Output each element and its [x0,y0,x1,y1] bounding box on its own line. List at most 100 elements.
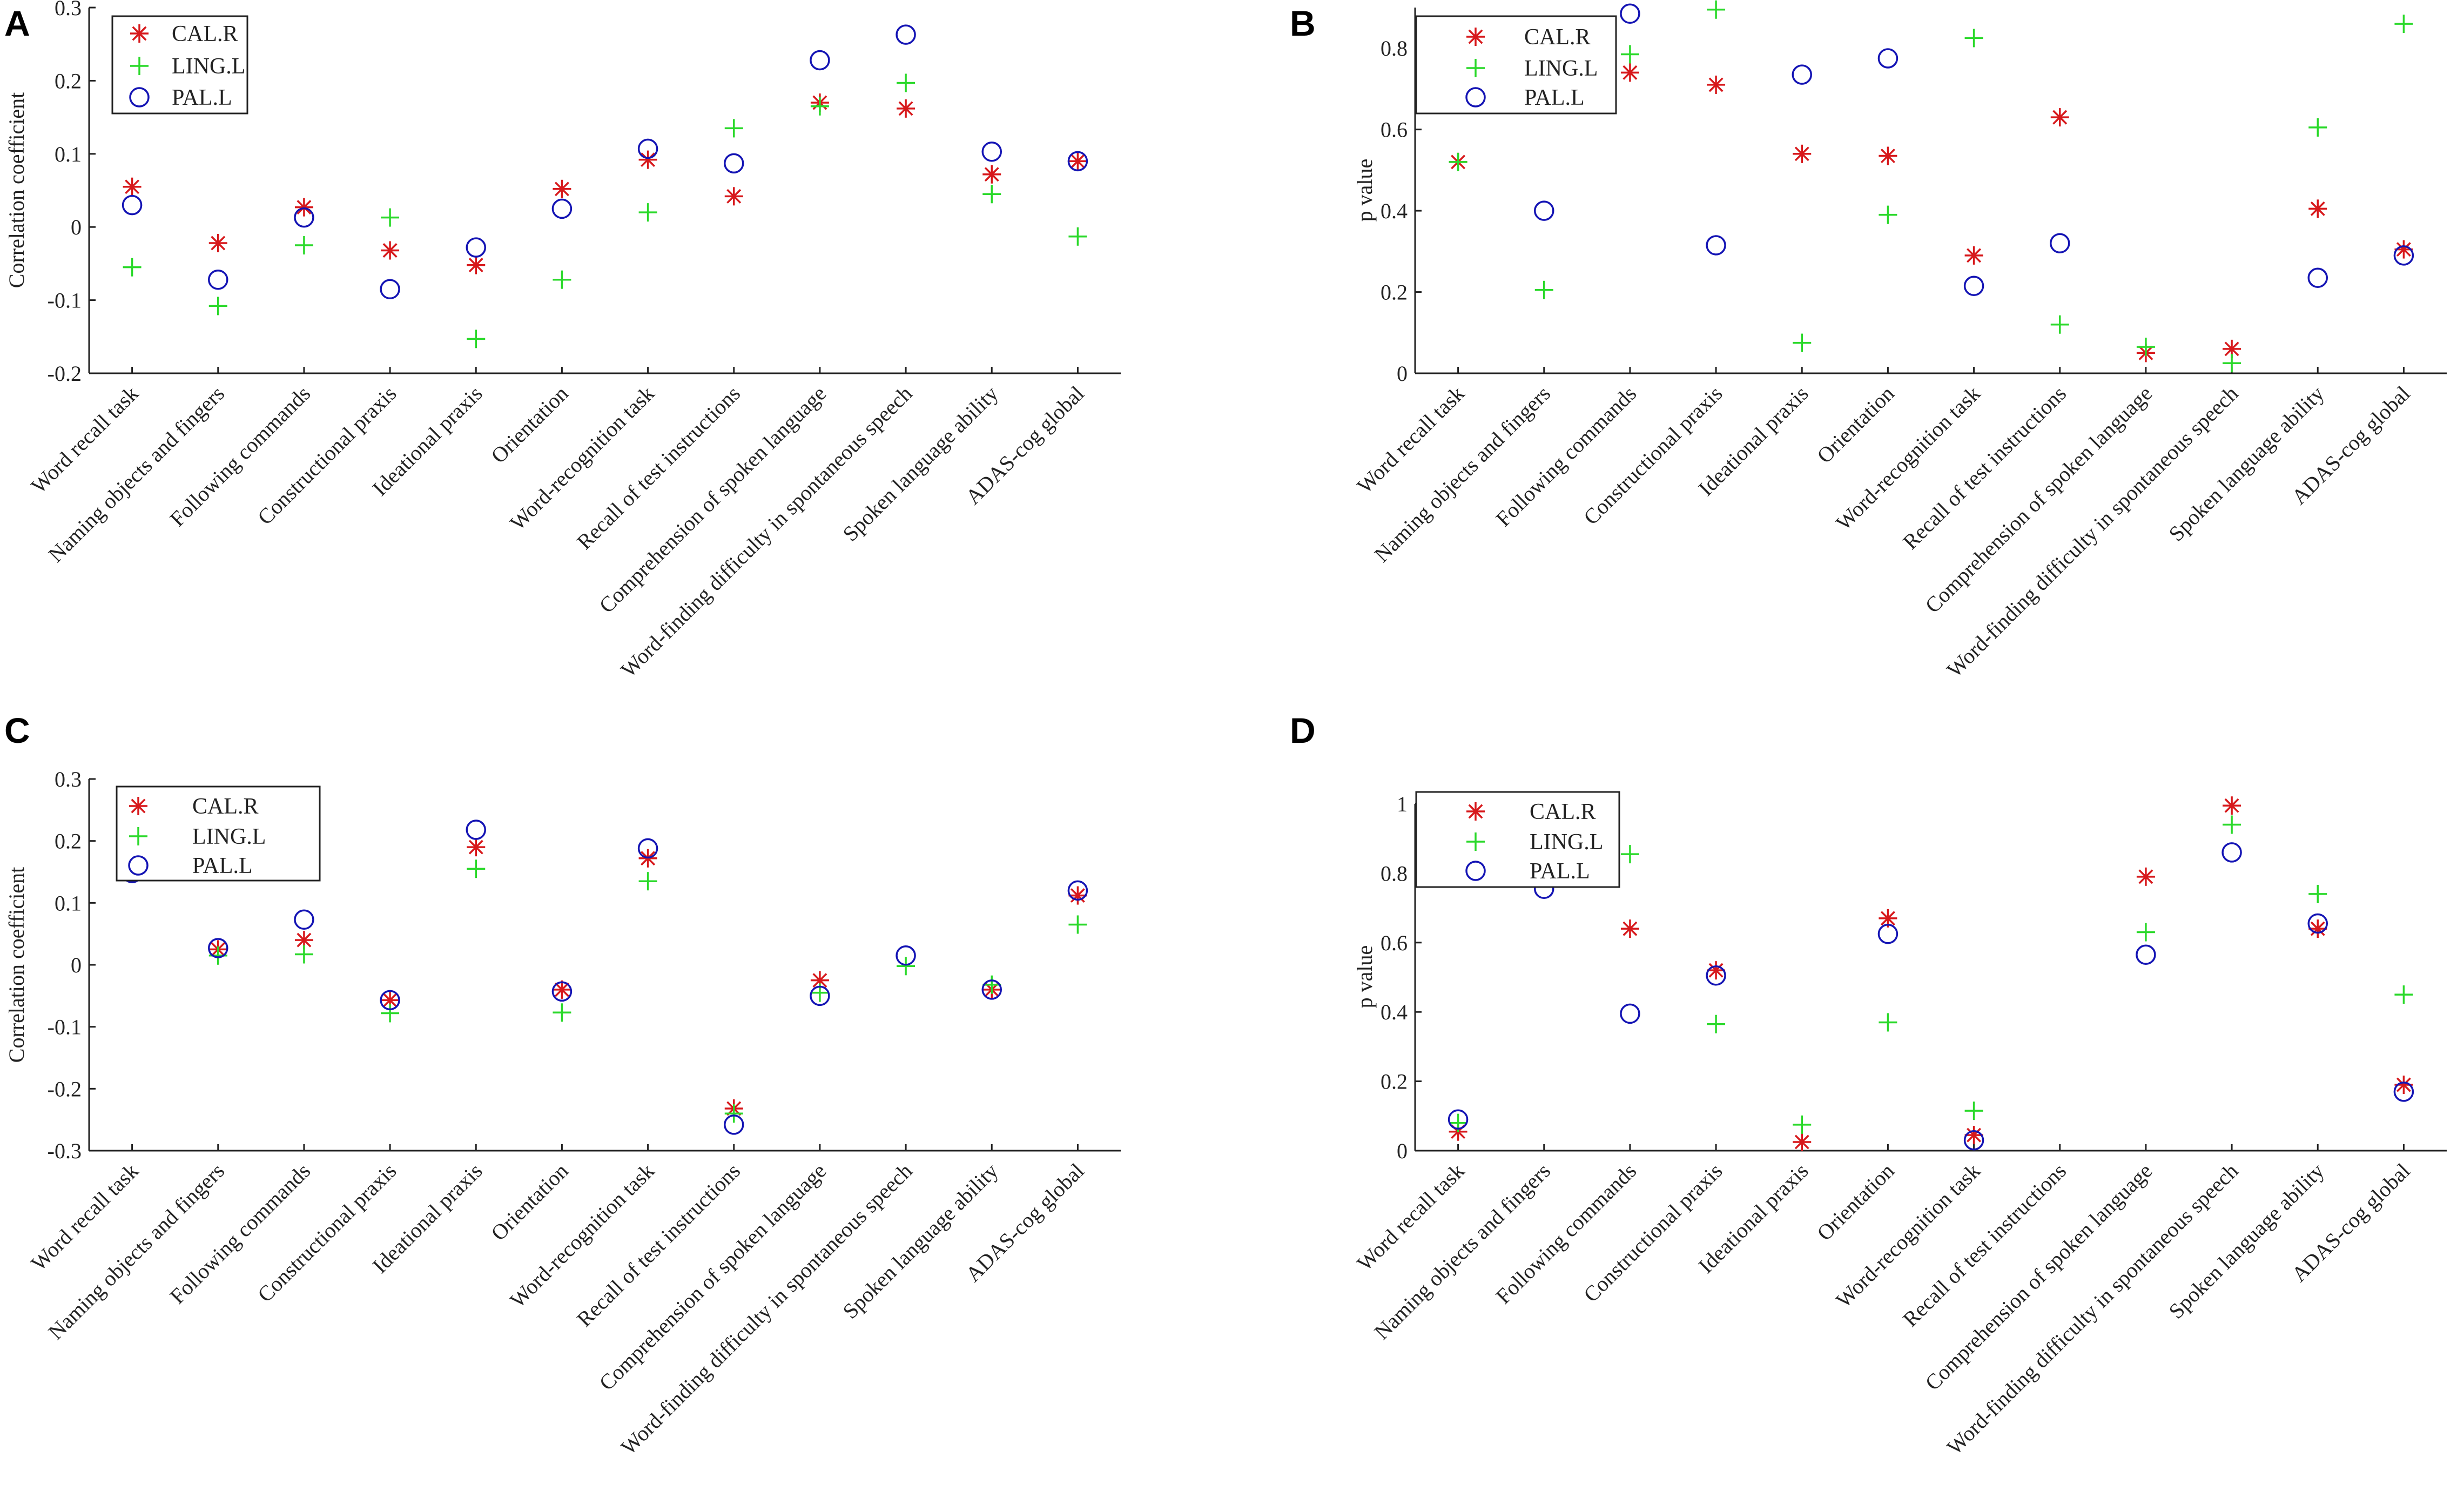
x-tick-label: Following commands [165,1159,315,1309]
x-tick-label: Word-recognition task [1831,1159,1985,1313]
marker-pal-l-word-recall-task [122,194,143,216]
marker-ling-l-comprehension-of-spoken-language [810,97,829,116]
x-tick-label: Spoken language ability [838,381,1002,546]
marker-ling-l-constructional-praxis [1707,0,1726,19]
marker-pal-l-spoken-language-ability [981,141,1002,162]
y-tick-label: 0.4 [1381,1000,1408,1024]
marker-ling-l-ideational-praxis [1793,333,1812,352]
x-tick-label: Recall of test instructions [1898,1159,2071,1332]
legend-marker-pal-l [1465,861,1486,881]
legend: CAL.R LING.L PAL.L [116,785,321,882]
y-axis-label: Correlation coefficient [4,92,29,288]
marker-ling-l-word-recognition-task [638,872,657,891]
y-tick-label: -0.1 [48,1015,82,1039]
x-tick-label: Following commands [1491,1159,1641,1309]
x-tick-label: Word-finding difficulty in spontaneous s… [616,1159,917,1460]
marker-cal-r-orientation [1879,146,1897,165]
x-tick-label: Recall of test instructions [572,1159,745,1332]
marker-cal-r-spoken-language-ability [2308,919,2327,938]
marker-pal-l-naming-objects-and-fingers [208,269,228,290]
panel-c: C Correlation coefficient -0.3 -0.2 -0.1 0 0… [4,710,1121,1459]
x-tick-label: Word-recognition task [505,1159,659,1313]
marker-ling-l-comprehension-of-spoken-language [2136,338,2155,357]
marker-pal-l-word-recall-task [1448,1109,1469,1130]
marker-ling-l-following-commands [294,945,313,964]
legend-label-ling-l: LING.L [1524,56,1598,81]
legend-label-cal-r: CAL.R [1530,800,1596,824]
legend: CAL.R LING.L PAL.L [1415,791,1620,888]
marker-ling-l-word-recall-task [1449,152,1467,171]
marker-ling-l-adas-cog-global [2394,985,2413,1004]
marker-pal-l-spoken-language-ability [2307,267,2328,288]
marker-ling-l-word-recall-task [123,258,142,277]
marker-ling-l-constructional-praxis [1707,1015,1726,1033]
marker-ling-l-orientation [1879,205,1897,224]
marker-cal-r-ideational-praxis [467,838,486,857]
legend-marker-pal-l [1465,87,1486,108]
marker-ling-l-spoken-language-ability [982,975,1001,994]
marker-pal-l-ideational-praxis [466,237,486,258]
data-markers [122,24,1088,348]
legend-marker-cal-r [1466,28,1485,46]
legend-label-pal-l: PAL.L [1524,85,1585,110]
data-markers [1449,0,2414,373]
y-tick-label: 0.2 [55,829,82,854]
x-tick-label: Recall of test instructions [1898,381,2071,554]
marker-cal-r-word-recognition-task [1964,246,1983,265]
y-tick-label: 0.2 [1381,280,1408,305]
marker-cal-r-following-commands [294,931,313,950]
legend-box [1415,15,1617,115]
marker-ling-l-spoken-language-ability [2308,118,2327,137]
marker-pal-l-orientation [1877,924,1899,944]
marker-cal-r-orientation [553,980,571,999]
marker-ling-l-constructional-praxis [381,208,400,227]
legend-marker-ling-l [130,57,149,75]
y-tick-label: 0.8 [1381,36,1408,61]
marker-ling-l-naming-objects-and-fingers [1534,280,1553,299]
marker-cal-r-word-finding-difficulty-in-spontaneous-speech [2223,796,2241,815]
marker-ling-l-recall-of-test-instructions [724,119,743,138]
marker-ling-l-word-recognition-task [1964,29,1983,48]
panel-a: A Correlation coefficient -0.2 -0.1 0 0.1 0.… [4,0,1121,682]
legend-label-ling-l: LING.L [172,54,245,79]
y-tick-label: 0.2 [55,69,82,93]
marker-ling-l-naming-objects-and-fingers [208,297,227,315]
marker-cal-r-ideational-praxis [1793,144,1812,163]
marker-pal-l-word-recognition-task [637,138,658,159]
marker-cal-r-word-recognition-task [1964,1126,1983,1145]
marker-pal-l-word-finding-difficulty-in-spontaneous-speech [896,945,916,966]
marker-pal-l-constructional-praxis [1706,235,1726,256]
y-tick-label: 0.3 [55,0,82,20]
marker-ling-l-adas-cog-global [1068,227,1087,246]
y-tick-label: 0.1 [55,142,82,166]
marker-pal-l-recall-of-test-instructions [724,1114,744,1135]
marker-pal-l-adas-cog-global [1067,151,1088,172]
marker-ling-l-adas-cog-global [2394,15,2413,33]
marker-ling-l-following-commands [1620,45,1639,64]
marker-cal-r-adas-cog-global [1068,886,1087,905]
x-tick-label: Following commands [1491,381,1641,532]
y-tick-label: 0 [1397,361,1408,386]
legend: CAL.R LING.L PAL.L [1415,15,1617,115]
marker-ling-l-word-finding-difficulty-in-spontaneous-speech [2223,354,2241,373]
marker-cal-r-naming-objects-and-fingers [208,233,227,252]
marker-cal-r-constructional-praxis [1707,75,1726,94]
x-tick-label: Word-finding difficulty in spontaneous s… [616,381,917,682]
marker-ling-l-recall-of-test-instructions [724,1104,743,1123]
marker-ling-l-word-recognition-task [638,203,657,222]
y-tick-label: 0.6 [1381,931,1408,955]
marker-ling-l-constructional-praxis [381,1004,400,1023]
legend-label-cal-r: CAL.R [172,22,238,46]
marker-pal-l-ideational-praxis [1792,64,1812,85]
y-tick-label: 0.6 [1381,118,1408,142]
marker-cal-r-comprehension-of-spoken-language [2136,867,2155,886]
x-tick-label: Naming objects and fingers [1369,381,1555,567]
marker-cal-r-spoken-language-ability [2308,199,2327,218]
marker-cal-r-adas-cog-global [1068,152,1087,171]
marker-pal-l-recall-of-test-instructions [724,153,744,174]
marker-cal-r-word-finding-difficulty-in-spontaneous-speech [897,99,915,118]
marker-pal-l-following-commands [294,207,314,228]
y-tick-label: 0 [71,215,82,239]
